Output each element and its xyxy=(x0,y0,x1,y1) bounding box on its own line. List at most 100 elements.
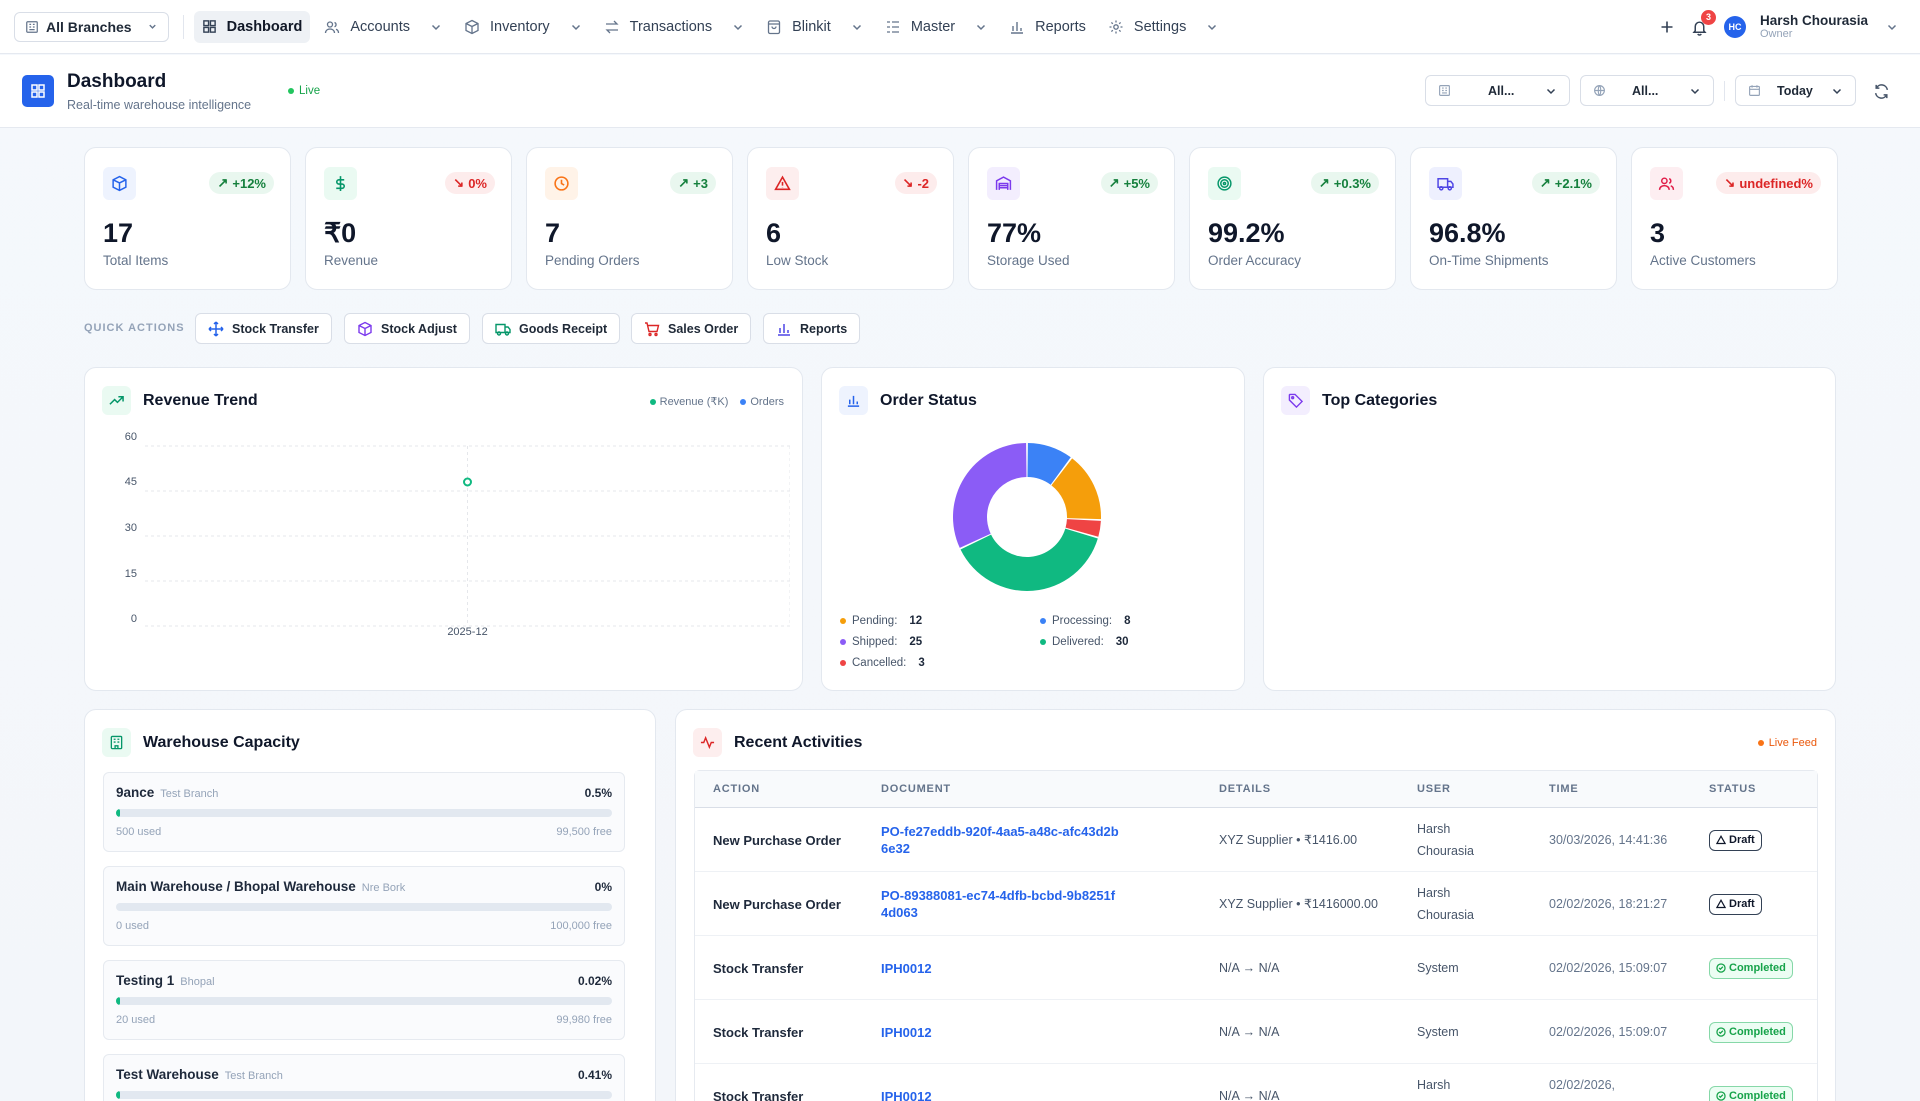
document-link[interactable]: IPH0012 xyxy=(881,1088,932,1101)
box-icon xyxy=(103,167,136,200)
legend-item-processing: Processing: 8 xyxy=(1040,615,1131,627)
stat-card-active-customers[interactable]: ↘ undefined% 3 Active Customers xyxy=(1631,147,1838,290)
goods-receipt-button[interactable]: Goods Receipt xyxy=(482,313,621,344)
table-row[interactable]: New Purchase Order PO-89388081-ec74-4dfb… xyxy=(695,872,1817,936)
nav-reports[interactable]: Reports xyxy=(1001,11,1094,43)
status-cell: Completed xyxy=(1709,1000,1793,1064)
warehouse-item[interactable]: Testing 1 Bhopal 0.02% 20 used 99,980 fre… xyxy=(103,960,625,1040)
nav-blinkit-label: Blinkit xyxy=(792,18,831,35)
stat-change-value: undefined% xyxy=(1739,175,1813,191)
stat-label: Active Customers xyxy=(1650,253,1756,268)
column-header-action[interactable]: ACTION xyxy=(713,783,760,795)
stat-value: 6 xyxy=(766,218,782,248)
region-filter[interactable]: All... xyxy=(1580,75,1714,106)
arrow-up-right-icon: ↗ xyxy=(1318,175,1330,190)
nav-blinkit[interactable]: Blinkit xyxy=(758,11,871,43)
document-link[interactable]: PO-89388081-ec74-4dfb-bcbd-9b8251f4d063 xyxy=(881,888,1116,920)
move-icon xyxy=(208,320,224,337)
stat-card-storage-used[interactable]: ↗ +5% 77% Storage Used xyxy=(968,147,1175,290)
stat-card-on-time-shipments[interactable]: ↗ +2.1% 96.8% On-Time Shipments xyxy=(1410,147,1617,290)
warehouse-item[interactable]: Main Warehouse / Bhopal Warehouse Nre Bor… xyxy=(103,866,625,946)
column-header-details[interactable]: DETAILS xyxy=(1219,783,1271,795)
table-row[interactable]: Stock Transfer IPH0012 N/A → N/A System … xyxy=(695,1000,1817,1064)
nav-inventory[interactable]: Inventory xyxy=(456,11,590,43)
warehouse-item[interactable]: 9ance Test Branch 0.5% 500 used 99,500 fr… xyxy=(103,772,625,852)
column-header-time[interactable]: TIME xyxy=(1549,783,1579,795)
legend-label: Processing: xyxy=(1052,615,1113,627)
nav-transactions[interactable]: Transactions xyxy=(596,11,752,43)
chevron-down-icon[interactable] xyxy=(975,21,987,33)
donut-slice-cancelled[interactable] xyxy=(1065,519,1101,537)
status-badge: Draft xyxy=(1709,829,1762,851)
nav-settings[interactable]: Settings xyxy=(1100,11,1226,43)
stat-card-pending-orders[interactable]: ↗ +3 7 Pending Orders xyxy=(526,147,733,290)
reports-button[interactable]: Reports xyxy=(763,313,861,344)
stock-adjust-button[interactable]: Stock Adjust xyxy=(344,313,470,344)
stat-label: On-Time Shipments xyxy=(1429,253,1549,268)
page-subtitle: Real-time warehouse intelligence xyxy=(67,98,252,112)
notifications-button[interactable]: 3 xyxy=(1691,9,1716,36)
stat-change-badge: ↗ +3 xyxy=(670,172,716,194)
page-header: Dashboard Real-time warehouse intelligen… xyxy=(0,55,1920,128)
tag-icon xyxy=(1281,386,1310,415)
activity-details: N/A → N/A xyxy=(1219,1025,1280,1039)
donut-slice-shipped[interactable] xyxy=(953,443,1027,548)
avatar: HC xyxy=(1723,16,1746,38)
legend-item-orders[interactable]: Orders xyxy=(740,395,784,408)
nav-dashboard[interactable]: Dashboard xyxy=(193,10,311,43)
stock-transfer-button[interactable]: Stock Transfer xyxy=(195,313,332,344)
target-icon xyxy=(1208,167,1241,200)
document-link[interactable]: IPH0012 xyxy=(881,1024,932,1040)
arrow-up-right-icon: ↗ xyxy=(1108,175,1120,190)
dashboard-grid-icon xyxy=(22,75,54,107)
column-header-document[interactable]: DOCUMENT xyxy=(881,783,951,795)
chevron-down-icon[interactable] xyxy=(570,21,582,33)
warning-icon xyxy=(1716,835,1726,845)
column-header-user[interactable]: USER xyxy=(1417,783,1451,795)
legend-item-revenue[interactable]: Revenue (₹K) xyxy=(649,395,728,408)
donut-slice-pending[interactable] xyxy=(1051,458,1101,520)
recent-activities-title: Recent Activities xyxy=(734,733,863,751)
box-icon xyxy=(464,19,480,35)
top-navbar: All Branches Dashboard Accounts Inventor… xyxy=(0,0,1920,54)
stat-label: Revenue xyxy=(324,253,379,268)
warehouse-filter-value: All... xyxy=(1488,83,1515,98)
warehouse-filter[interactable]: All... xyxy=(1425,75,1570,106)
table-row[interactable]: New Purchase Order PO-fe27eddb-920f-4aa5… xyxy=(695,808,1817,872)
document-link[interactable]: IPH0012 xyxy=(881,960,932,976)
date-filter[interactable]: Today xyxy=(1735,75,1856,106)
revenue-point[interactable] xyxy=(463,477,472,487)
building-icon xyxy=(25,20,39,34)
nav-master[interactable]: Master xyxy=(877,11,995,43)
nav-accounts[interactable]: Accounts xyxy=(316,11,450,43)
table-row[interactable]: Stock Transfer IPH0012 N/A → N/A Harsh 0… xyxy=(695,1064,1817,1101)
refresh-icon[interactable] xyxy=(1873,83,1890,100)
chevron-down-icon[interactable] xyxy=(430,21,442,33)
plus-icon[interactable] xyxy=(1659,19,1675,35)
document-link[interactable]: PO-fe27eddb-920f-4aa5-a48c-afc43d2b6e32 xyxy=(881,824,1119,856)
legend-item-cancelled: Cancelled: 3 xyxy=(840,657,925,669)
stat-card-low-stock[interactable]: ↘ -2 6 Low Stock xyxy=(747,147,954,290)
branch-selector[interactable]: All Branches xyxy=(14,11,169,42)
sales-order-button[interactable]: Sales Order xyxy=(631,313,752,344)
warehouse-item[interactable]: Test Warehouse Test Branch 0.41% xyxy=(103,1054,625,1101)
warehouse-free: 100,000 free xyxy=(550,920,612,932)
stat-card-order-accuracy[interactable]: ↗ +0.3% 99.2% Order Accuracy xyxy=(1189,147,1396,290)
chevron-down-icon[interactable] xyxy=(732,21,744,33)
stat-card-total-items[interactable]: ↗ +12% 17 Total Items xyxy=(84,147,291,290)
status-cell: Draft xyxy=(1709,808,1762,872)
status-badge: Completed xyxy=(1709,957,1793,979)
status-cell: Completed xyxy=(1709,936,1793,1000)
column-header-status[interactable]: STATUS xyxy=(1709,783,1757,795)
table-row[interactable]: Stock Transfer IPH0012 N/A → N/A System … xyxy=(695,936,1817,1000)
user-menu[interactable]: HC Harsh Chourasia Owner xyxy=(1723,13,1898,41)
chevron-down-icon[interactable] xyxy=(1206,21,1218,33)
donut-slice-processing[interactable] xyxy=(1027,443,1071,485)
stat-change-value: 0% xyxy=(468,175,487,191)
warehouse-percent: 0.02% xyxy=(577,974,612,988)
donut-slice-delivered[interactable] xyxy=(960,528,1098,591)
stat-card-revenue[interactable]: ↘ 0% ₹0 Revenue xyxy=(305,147,512,290)
legend-label: Pending: xyxy=(852,615,898,627)
activity-time: 02/02/2026, xyxy=(1549,1078,1616,1092)
chevron-down-icon[interactable] xyxy=(851,21,863,33)
